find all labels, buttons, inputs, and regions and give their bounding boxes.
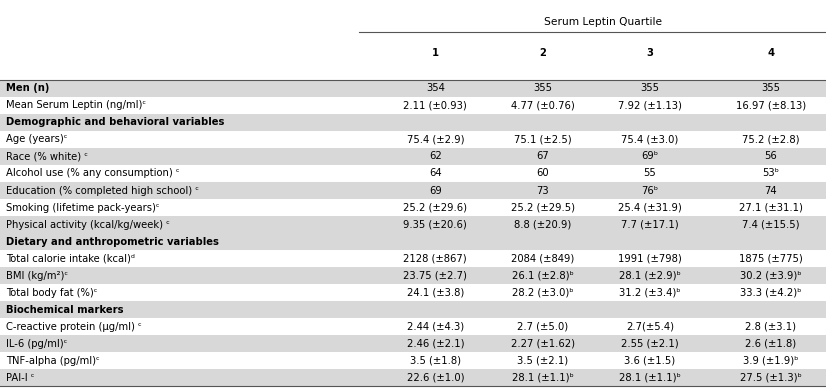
Text: 355: 355 — [640, 83, 660, 94]
Text: Demographic and behavioral variables: Demographic and behavioral variables — [6, 117, 224, 128]
Text: 62: 62 — [429, 151, 442, 161]
Text: 25.2 (±29.5): 25.2 (±29.5) — [510, 202, 575, 213]
Text: 75.2 (±2.8): 75.2 (±2.8) — [742, 135, 800, 144]
Text: TNF-alpha (pg/ml)ᶜ: TNF-alpha (pg/ml)ᶜ — [6, 356, 99, 365]
Text: Race (% white) ᶜ: Race (% white) ᶜ — [6, 151, 88, 161]
Text: 3.6 (±1.5): 3.6 (±1.5) — [624, 356, 676, 365]
Bar — [0, 301, 826, 318]
Text: 26.1 (±2.8)ᵇ: 26.1 (±2.8)ᵇ — [512, 271, 573, 280]
Text: 76ᵇ: 76ᵇ — [642, 186, 658, 195]
Text: Physical activity (kcal/kg/week) ᶜ: Physical activity (kcal/kg/week) ᶜ — [6, 220, 169, 230]
Text: C-reactive protein (μg/ml) ᶜ: C-reactive protein (μg/ml) ᶜ — [6, 322, 141, 332]
Text: 2.11 (±0.93): 2.11 (±0.93) — [403, 101, 468, 110]
Text: 7.4 (±15.5): 7.4 (±15.5) — [742, 220, 800, 230]
Bar — [0, 233, 826, 250]
Text: 30.2 (±3.9)ᵇ: 30.2 (±3.9)ᵇ — [740, 271, 801, 280]
Text: 28.1 (±2.9)ᵇ: 28.1 (±2.9)ᵇ — [620, 271, 681, 280]
Text: 1991 (±798): 1991 (±798) — [618, 254, 682, 264]
Text: 33.3 (±4.2)ᵇ: 33.3 (±4.2)ᵇ — [740, 287, 801, 298]
Text: 1: 1 — [432, 48, 439, 58]
Text: Age (years)ᶜ: Age (years)ᶜ — [6, 135, 67, 144]
Text: 2128 (±867): 2128 (±867) — [403, 254, 468, 264]
Text: 2.6 (±1.8): 2.6 (±1.8) — [745, 339, 796, 349]
Text: 75.1 (±2.5): 75.1 (±2.5) — [514, 135, 572, 144]
Text: 2.8 (±3.1): 2.8 (±3.1) — [745, 322, 796, 332]
Bar — [0, 335, 826, 352]
Text: 75.4 (±2.9): 75.4 (±2.9) — [406, 135, 464, 144]
Text: 16.97 (±8.13): 16.97 (±8.13) — [736, 101, 805, 110]
Text: 27.1 (±31.1): 27.1 (±31.1) — [738, 202, 803, 213]
Text: 354: 354 — [426, 83, 444, 94]
Text: 355: 355 — [761, 83, 781, 94]
Text: 64: 64 — [429, 168, 442, 179]
Text: 3.5 (±1.8): 3.5 (±1.8) — [410, 356, 461, 365]
Bar — [0, 182, 826, 199]
Text: 25.2 (±29.6): 25.2 (±29.6) — [403, 202, 468, 213]
Text: Alcohol use (% any consumption) ᶜ: Alcohol use (% any consumption) ᶜ — [6, 168, 179, 179]
Text: 25.4 (±31.9): 25.4 (±31.9) — [618, 202, 682, 213]
Text: 355: 355 — [533, 83, 553, 94]
Text: 75.4 (±3.0): 75.4 (±3.0) — [621, 135, 679, 144]
Text: 9.35 (±20.6): 9.35 (±20.6) — [403, 220, 468, 230]
Text: Education (% completed high school) ᶜ: Education (% completed high school) ᶜ — [6, 186, 199, 195]
Text: 3: 3 — [647, 48, 653, 58]
Text: Total calorie intake (kcal)ᵈ: Total calorie intake (kcal)ᵈ — [6, 254, 135, 264]
Text: Serum Leptin Quartile: Serum Leptin Quartile — [544, 17, 662, 27]
Text: 73: 73 — [536, 186, 549, 195]
Text: 2.55 (±2.1): 2.55 (±2.1) — [621, 339, 679, 349]
Text: Dietary and anthropometric variables: Dietary and anthropometric variables — [6, 236, 219, 246]
Text: 28.1 (±1.1)ᵇ: 28.1 (±1.1)ᵇ — [512, 372, 573, 383]
Bar — [0, 148, 826, 165]
Text: 24.1 (±3.8): 24.1 (±3.8) — [406, 287, 464, 298]
Text: 23.75 (±2.7): 23.75 (±2.7) — [403, 271, 468, 280]
Bar — [0, 114, 826, 131]
Text: 28.2 (±3.0)ᵇ: 28.2 (±3.0)ᵇ — [512, 287, 573, 298]
Text: 2.7 (±5.0): 2.7 (±5.0) — [517, 322, 568, 332]
Text: 2.46 (±2.1): 2.46 (±2.1) — [406, 339, 464, 349]
Text: Total body fat (%)ᶜ: Total body fat (%)ᶜ — [6, 287, 97, 298]
Text: Smoking (lifetime pack-years)ᶜ: Smoking (lifetime pack-years)ᶜ — [6, 202, 159, 213]
Text: 56: 56 — [764, 151, 777, 161]
Text: 22.6 (±1.0): 22.6 (±1.0) — [406, 372, 464, 383]
Text: Mean Serum Leptin (ng/ml)ᶜ: Mean Serum Leptin (ng/ml)ᶜ — [6, 101, 146, 110]
Text: 7.7 (±17.1): 7.7 (±17.1) — [621, 220, 679, 230]
Text: 2.44 (±4.3): 2.44 (±4.3) — [406, 322, 464, 332]
Text: 4: 4 — [767, 48, 774, 58]
Text: 27.5 (±1.3)ᵇ: 27.5 (±1.3)ᵇ — [740, 372, 801, 383]
Text: 67: 67 — [536, 151, 549, 161]
Bar — [0, 216, 826, 233]
Text: 31.2 (±3.4)ᵇ: 31.2 (±3.4)ᵇ — [620, 287, 681, 298]
Text: PAI-I ᶜ: PAI-I ᶜ — [6, 372, 35, 383]
Bar — [0, 267, 826, 284]
Text: 2: 2 — [539, 48, 546, 58]
Text: 2.7(±5.4): 2.7(±5.4) — [626, 322, 674, 332]
Bar — [0, 369, 826, 386]
Text: IL-6 (pg/ml)ᶜ: IL-6 (pg/ml)ᶜ — [6, 339, 67, 349]
Text: 3.5 (±2.1): 3.5 (±2.1) — [517, 356, 568, 365]
Text: Biochemical markers: Biochemical markers — [6, 305, 123, 315]
Text: 8.8 (±20.9): 8.8 (±20.9) — [514, 220, 572, 230]
Text: 2084 (±849): 2084 (±849) — [511, 254, 574, 264]
Text: 2.27 (±1.62): 2.27 (±1.62) — [510, 339, 575, 349]
Text: BMI (kg/m²)ᶜ: BMI (kg/m²)ᶜ — [6, 271, 68, 280]
Text: 4.77 (±0.76): 4.77 (±0.76) — [510, 101, 575, 110]
Text: 69ᵇ: 69ᵇ — [642, 151, 658, 161]
Text: 74: 74 — [764, 186, 777, 195]
Text: 3.9 (±1.9)ᵇ: 3.9 (±1.9)ᵇ — [743, 356, 799, 365]
Text: 55: 55 — [643, 168, 657, 179]
Text: 1875 (±775): 1875 (±775) — [738, 254, 803, 264]
Text: 7.92 (±1.13): 7.92 (±1.13) — [618, 101, 682, 110]
Text: Men (n): Men (n) — [6, 83, 50, 94]
Text: 53ᵇ: 53ᵇ — [762, 168, 779, 179]
Bar — [0, 80, 826, 97]
Text: 69: 69 — [429, 186, 442, 195]
Text: 60: 60 — [536, 168, 549, 179]
Text: 28.1 (±1.1)ᵇ: 28.1 (±1.1)ᵇ — [620, 372, 681, 383]
